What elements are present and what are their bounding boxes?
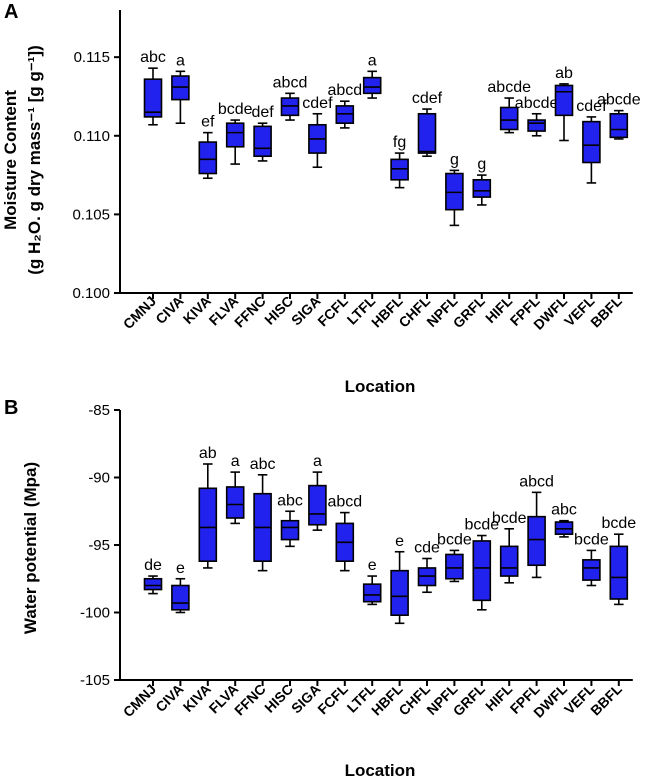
significance-letter: cdef xyxy=(412,90,443,107)
x-axis-title-a: Location xyxy=(345,377,416,396)
panel-a: A Moisture Content (g H₂O. g dry mass⁻¹ … xyxy=(1,1,641,396)
box-civa xyxy=(171,584,190,611)
significance-letter: ab xyxy=(555,65,573,82)
category-label: BBFL xyxy=(587,680,625,718)
box-hifl xyxy=(499,545,519,577)
significance-letter: g xyxy=(477,156,486,173)
significance-letter: abc xyxy=(140,49,166,66)
box-cmnj xyxy=(143,577,163,591)
box-flva xyxy=(225,486,245,519)
significance-letter: bcde xyxy=(492,510,527,527)
significance-letter: abcde xyxy=(487,79,531,96)
significance-letter: abcde xyxy=(515,95,559,112)
y-tick-label-a: 0.105 xyxy=(72,206,110,223)
y-axis-title-a-line1: Moisture Content xyxy=(1,90,20,230)
category-label: FCFL xyxy=(314,680,351,717)
significance-letter: g xyxy=(450,151,459,168)
significance-letter: abc xyxy=(551,502,577,519)
box-vefl xyxy=(582,120,601,164)
box-kiva xyxy=(198,141,218,175)
y-tick-label-a: 0.100 xyxy=(72,285,110,302)
significance-letter: e xyxy=(176,560,185,577)
significance-letter: de xyxy=(144,557,162,574)
box-vefl xyxy=(582,559,601,581)
box-grfl xyxy=(472,179,492,198)
significance-letter: abcde xyxy=(597,92,641,109)
significance-letter: ef xyxy=(201,114,215,131)
category-label: CMNJ xyxy=(120,681,159,720)
x-axis-title-b: Location xyxy=(345,761,416,780)
significance-letter: abc xyxy=(250,456,276,473)
box-ltfl xyxy=(362,76,382,95)
box-hisc xyxy=(280,519,300,541)
y-tick-label-a: 0.110 xyxy=(74,128,110,145)
significance-letter: a xyxy=(313,453,322,470)
category-label: CHFL xyxy=(395,680,433,718)
box-fpfl xyxy=(527,119,546,132)
box-hbfl xyxy=(390,569,409,617)
panel-b: B Water potential (Mpa) Location -105 -10… xyxy=(4,397,636,780)
significance-letter: a xyxy=(368,52,377,69)
significance-letter: a xyxy=(231,453,240,470)
significance-letter: abcd xyxy=(327,82,362,99)
box-bbfl xyxy=(609,545,629,600)
panel-label-b: B xyxy=(4,397,18,419)
significance-letter: def xyxy=(251,104,274,121)
significance-letter: e xyxy=(368,557,377,574)
box-chfl xyxy=(417,112,437,154)
y-tick-label-b: -95 xyxy=(88,537,110,554)
y-tick-label-b: -105 xyxy=(80,672,110,689)
box-ltfl xyxy=(362,583,382,603)
y-tick-label-b: -100 xyxy=(80,605,110,622)
significance-letter: fg xyxy=(393,134,406,151)
significance-letter: abcd xyxy=(519,473,554,490)
significance-letter: bcde xyxy=(601,515,636,532)
significance-letter: abcd xyxy=(327,494,362,511)
box-flva xyxy=(225,122,245,148)
box-kiva xyxy=(198,487,218,562)
significance-letter: abc xyxy=(277,492,303,509)
category-label: HISC xyxy=(261,681,296,716)
significance-letter: bcde xyxy=(464,517,499,534)
box-npfl xyxy=(445,553,464,580)
box-ffnc xyxy=(253,125,272,158)
box-bbfl xyxy=(609,112,629,139)
y-axis-title-a-line2: (g H₂O. g dry mass⁻¹ [g g⁻¹]) xyxy=(25,45,44,275)
significance-letter: abcd xyxy=(273,74,308,91)
category-label: GRFL xyxy=(450,680,489,719)
y-tick-label-b: -85 xyxy=(88,402,110,419)
panel-label-a: A xyxy=(4,1,18,23)
significance-letter: cdef xyxy=(302,95,333,112)
category-label: CMNJ xyxy=(120,293,159,332)
significance-letter: bcde xyxy=(437,531,472,548)
significance-letter: e xyxy=(395,533,404,550)
y-tick-label-a: 0.115 xyxy=(74,49,110,66)
box-grfl xyxy=(472,540,492,602)
significance-letter: a xyxy=(176,52,185,69)
box-dwfl xyxy=(554,84,574,117)
box-cmnj xyxy=(143,78,163,118)
significance-letter: cde xyxy=(414,540,440,557)
box-siga xyxy=(308,484,327,526)
box-fpfl xyxy=(527,515,546,567)
significance-letter: bcde xyxy=(218,101,253,118)
significance-letter: bcde xyxy=(574,531,609,548)
significance-letter: cdef xyxy=(576,98,607,115)
y-tick-label-b: -90 xyxy=(88,470,110,487)
significance-letter: ab xyxy=(199,445,217,462)
plot-area-b: -105-100-95-90-85deCMNJeCIVAabKIVAaFLVAa… xyxy=(80,402,636,721)
category-label: FFNC xyxy=(231,293,269,331)
y-axis-title-b: Water potential (Mpa) xyxy=(21,462,40,634)
box-hifl xyxy=(499,106,519,131)
category-label: FFNC xyxy=(231,681,269,719)
